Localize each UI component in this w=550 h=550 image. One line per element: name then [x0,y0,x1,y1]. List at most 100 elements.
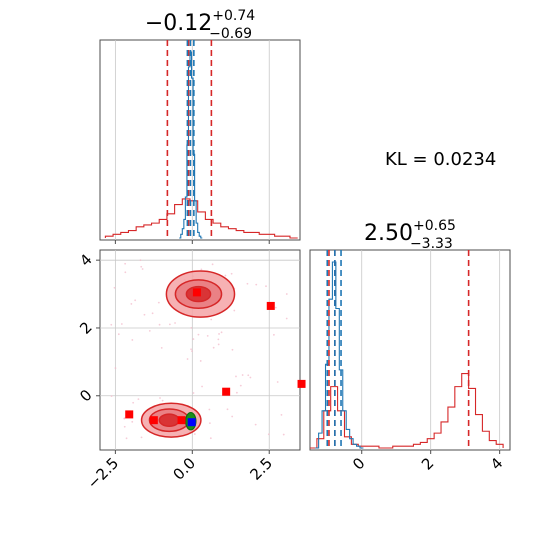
sample-point [120,323,123,325]
sample-point [113,286,116,289]
x-tick-label: 4 [487,454,506,473]
sample-point [130,303,133,305]
sample-point [220,331,223,334]
sample-point [218,333,220,335]
panel-frame [309,249,511,451]
title-lower-error: −3.33 [410,236,453,252]
sample-point [192,338,195,340]
sample-point [191,350,193,353]
square-marker [222,387,231,396]
top-left-histogram-panel: −0.12+0.74 −0.69 [99,8,301,244]
sample-point [230,272,233,275]
x-tick-labels: 0 2 4 [349,450,506,474]
sample-point [157,301,160,304]
sample-point [143,313,146,316]
sample-point [217,343,220,346]
sample-point [117,333,120,336]
sample-point [134,299,137,302]
square-marker [125,410,134,419]
x-tick-label: 2.5 [246,454,276,484]
histogram-step-blue [315,261,364,449]
sample-point [161,399,164,402]
sample-point [110,395,113,398]
sample-point [255,283,258,286]
grid-lines [114,40,270,244]
sample-point [224,274,227,277]
sample-point [246,282,249,285]
sample-point [190,326,193,329]
bottom-left-contour-panel: −2.5 0.0 2.5 0 2 4 [76,249,306,493]
square-marker [266,301,275,310]
sample-point [199,360,202,362]
sample-point [158,323,161,326]
sample-point [210,318,213,321]
sample-point [151,312,154,315]
sample-point [235,375,237,378]
panel-title: 2.50+0.65 −3.33 [364,218,456,252]
sample-point [226,408,229,411]
x-tick-label: 0.0 [170,454,200,484]
sample-point [209,437,212,440]
sample-point [148,329,151,332]
truth-marker [187,418,196,427]
sample-point [168,323,171,326]
x-tick-label: −2.5 [84,454,122,492]
sample-point [217,338,220,341]
x-tick-label: 2 [418,454,437,473]
sample-point [123,417,126,420]
y-tick-label: 2 [76,318,95,337]
panel-title: −0.12+0.74 −0.69 [145,8,255,42]
sample-point [254,423,257,426]
sample-point [125,437,128,440]
quantile-lines [166,40,213,240]
sample-point [193,433,196,435]
sample-point [114,367,117,369]
sample-point [160,346,163,349]
sample-point [273,333,275,336]
grid-lines [361,250,501,450]
contour-level-dark [158,413,180,428]
sample-point [131,339,134,341]
sample-point [192,392,195,394]
sample-point [123,425,126,428]
sample-point [247,374,250,377]
sample-point [241,374,244,376]
sample-point [131,420,134,423]
sample-point [197,333,200,336]
title-lower-error: −0.69 [209,26,252,42]
x-tick-labels: −2.5 0.0 2.5 [84,450,276,493]
y-tick-label: 4 [76,250,95,269]
sample-point [282,433,285,436]
sample-point [239,384,242,387]
sample-point [235,391,238,394]
sample-point [190,348,192,351]
sample-point [140,265,143,268]
sample-point [137,398,140,401]
sample-point [280,413,283,416]
title-upper-error: +0.65 [413,218,456,234]
sample-point [124,262,127,265]
sample-point [231,348,234,351]
kl-annotation: KL = 0.0234 [385,149,496,170]
y-tick-labels: 0 2 4 [76,250,100,406]
sample-point [274,306,277,309]
title-value: −0.12 [145,11,212,36]
quantile-lines [326,250,470,450]
square-marker [177,416,186,425]
sample-point [249,376,252,379]
sample-point [211,263,214,266]
sample-point [139,259,142,262]
sample-point [276,381,279,383]
sample-point [265,285,267,288]
title-upper-error: +0.74 [212,8,255,24]
y-tick-label: 0 [76,386,95,405]
sample-point [140,436,143,439]
sample-point [124,271,127,274]
panel-frame [99,39,301,241]
square-marker [297,379,306,388]
square-marker [149,416,158,425]
sample-point [231,415,234,418]
bottom-right-histogram-panel: 0 2 4 2.50+0.65 −3.33 [309,218,511,474]
title-value: 2.50 [364,221,413,246]
